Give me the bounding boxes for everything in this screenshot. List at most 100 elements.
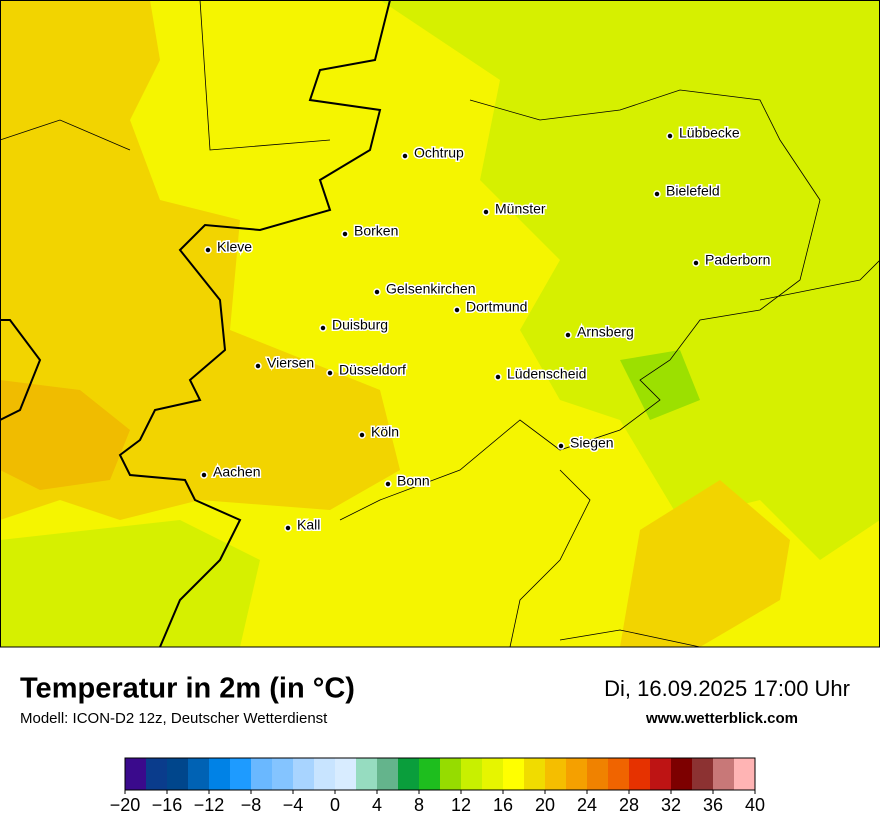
warm-area: [620, 480, 790, 647]
mild-area: [0, 520, 260, 647]
region-line: [0, 0, 880, 648]
city: Düsseldorf: [326, 360, 408, 379]
border-line: [0, 319, 42, 421]
colorbar-tick-label: 20: [535, 795, 555, 815]
city-label: Kall: [297, 517, 320, 533]
colorbar-cell: [566, 758, 588, 790]
city-dot: [384, 480, 392, 488]
city: Viersen: [254, 353, 316, 372]
city-label: Viersen: [267, 355, 314, 371]
colorbar-tick-label: 24: [577, 795, 597, 815]
city-label: Paderborn: [705, 252, 770, 268]
colorbar-cell: [188, 758, 210, 790]
city-dot: [666, 132, 674, 140]
city-label: Borken: [354, 223, 398, 239]
colorbar-tick-label: 0: [330, 795, 340, 815]
city-label: Münster: [495, 201, 546, 217]
colorbar-cell: [377, 758, 399, 790]
title: Temperatur in 2m (in °C): [20, 673, 355, 705]
city: Borken: [341, 221, 400, 240]
colorbar-cell: [419, 758, 441, 790]
colorbar-cell: [650, 758, 672, 790]
colorbar-cell: [629, 758, 651, 790]
colorbar-cell: [692, 758, 714, 790]
city-label: Siegen: [570, 435, 614, 451]
colorbar-cell: [209, 758, 231, 790]
city-label: Kleve: [217, 239, 252, 255]
city-dot: [482, 208, 490, 216]
city-label: Lübbecke: [679, 125, 740, 141]
map: [0, 0, 880, 648]
city-dot: [319, 324, 327, 332]
colorbar-frame: [124, 757, 756, 791]
city-label: Düsseldorf: [339, 362, 406, 378]
city: Paderborn: [692, 250, 772, 269]
city-dot: [494, 373, 502, 381]
city-dot: [653, 190, 661, 198]
colorbar-tick-label: −16: [152, 795, 183, 815]
city-label: Arnsberg: [577, 324, 634, 340]
colorbar: −20 −16 −12 −8 −4 0 4 8 12 16 20 24 28 32 36 40: [110, 757, 765, 815]
colorbar-cell: [335, 758, 357, 790]
colorbar-cell: [125, 758, 147, 790]
city-label: Duisburg: [332, 317, 388, 333]
city-dot: [557, 442, 565, 450]
website: www.wetterblick.com: [645, 710, 798, 727]
city: Arnsberg: [564, 322, 635, 341]
city-dot: [326, 369, 334, 377]
city: Kall: [284, 515, 322, 534]
colorbar-cell: [146, 758, 168, 790]
colorbar-tick-label: 4: [372, 795, 382, 815]
city-dot: [401, 152, 409, 160]
city-dot: [254, 362, 262, 370]
city: Köln: [358, 422, 401, 441]
colorbar-tick-label: −20: [110, 795, 141, 815]
colorbar-cell: [293, 758, 315, 790]
city-dot: [564, 331, 572, 339]
city-label: Bielefeld: [666, 183, 720, 199]
colorbar-tick-label: 40: [745, 795, 765, 815]
city-label: Köln: [371, 424, 399, 440]
colorbar-cell: [734, 758, 756, 790]
colorbar-tick-label: −8: [241, 795, 262, 815]
city: Bielefeld: [653, 181, 721, 200]
city-dot: [373, 288, 381, 296]
colorbar-tick-label: 32: [661, 795, 681, 815]
city: Gelsenkirchen: [373, 279, 477, 298]
colorbar-cell: [482, 758, 504, 790]
city: Kleve: [204, 237, 254, 256]
colorbar-cell: [671, 758, 693, 790]
colorbar-cell: [524, 758, 546, 790]
colorbar-cell: [398, 758, 420, 790]
city-label: Bonn: [397, 473, 430, 489]
city-dot: [358, 431, 366, 439]
city-dot: [200, 471, 208, 479]
colorbar-cell: [545, 758, 567, 790]
city: Münster: [482, 199, 547, 218]
colorbar-tick-label: −12: [194, 795, 225, 815]
city: Bonn: [384, 471, 431, 490]
city-label: Aachen: [213, 464, 260, 480]
city-label: Lüdenscheid: [507, 366, 586, 382]
city: Siegen: [557, 433, 615, 452]
border-line: [118, 0, 391, 648]
city-dot: [453, 306, 461, 314]
colorbar-cell: [461, 758, 483, 790]
city-label: Dortmund: [466, 299, 527, 315]
city: Duisburg: [319, 315, 390, 334]
city: Dortmund: [453, 297, 529, 316]
city-dot: [341, 230, 349, 238]
city: Aachen: [200, 462, 262, 481]
datetime: Di, 16.09.2025 17:00 Uhr: [604, 676, 850, 701]
colorbar-cell: [272, 758, 294, 790]
colorbar-cell: [167, 758, 189, 790]
city: Ochtrup: [401, 143, 466, 162]
warm-area: [0, 0, 400, 520]
colorbar-cell: [314, 758, 336, 790]
colorbar-cell: [356, 758, 378, 790]
colorbar-cell: [440, 758, 462, 790]
colorbar-tick-label: 36: [703, 795, 723, 815]
city-label: Gelsenkirchen: [386, 281, 476, 297]
city-dot: [284, 524, 292, 532]
